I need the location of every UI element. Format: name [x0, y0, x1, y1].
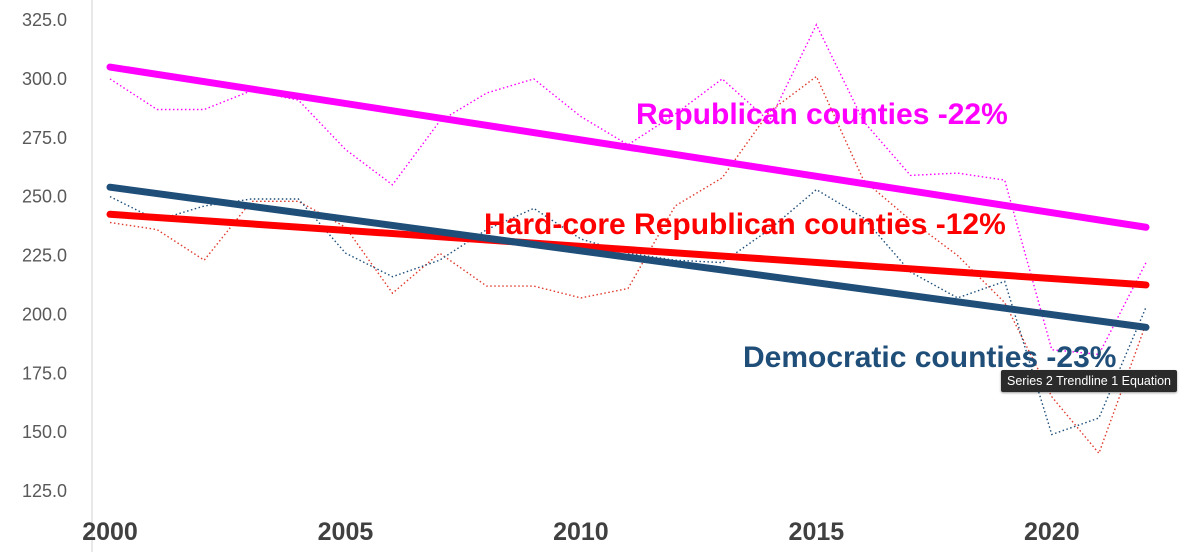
trendline-1[interactable]: [106, 210, 1150, 289]
series-line-2: [109, 188, 1147, 436]
y-axis-ticks: 125.0 150.0 175.0 200.0 225.0 250.0 275.0 300.0…: [22, 10, 67, 501]
trendlines: [106, 63, 1150, 331]
series-line-1: [109, 75, 1147, 455]
x-tick-label: 2010: [553, 518, 609, 546]
x-axis-ticks: 2000 2005 2010 2015 2020: [82, 518, 1079, 546]
x-tick-label: 2005: [318, 518, 374, 546]
x-tick-label: 2015: [789, 518, 845, 546]
y-tick-label: 175.0: [22, 363, 67, 383]
y-tick-label: 250.0: [22, 187, 67, 207]
y-tick-label: 325.0: [22, 10, 67, 30]
annotation-hardcore-republican: Hard-core Republican counties -12%: [484, 208, 1006, 241]
x-tick-label: 2000: [82, 518, 138, 546]
annotation-democratic: Democratic counties -23%: [743, 341, 1116, 374]
x-tick-label: 2020: [1024, 518, 1080, 546]
annotations: Republican counties -22% Hard-core Repub…: [484, 98, 1116, 374]
data-series: [109, 23, 1147, 455]
y-tick-label: 150.0: [22, 422, 67, 442]
y-tick-label: 200.0: [22, 304, 67, 324]
y-tick-label: 225.0: [22, 246, 67, 266]
trendline-2[interactable]: [106, 183, 1150, 331]
trendline-0[interactable]: [106, 63, 1150, 231]
trendline-tooltip: Series 2 Trendline 1 Equation: [1001, 370, 1177, 392]
y-tick-label: 125.0: [22, 481, 67, 501]
y-tick-label: 300.0: [22, 69, 67, 89]
annotation-republican: Republican counties -22%: [636, 98, 1008, 131]
y-tick-label: 275.0: [22, 128, 67, 148]
